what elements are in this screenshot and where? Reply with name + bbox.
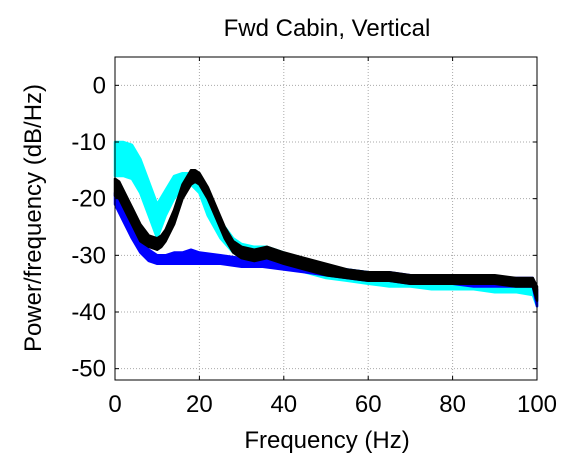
chart-title: Fwd Cabin, Vertical xyxy=(224,15,431,42)
x-tick-labels: 0 20 40 60 80 100 xyxy=(108,391,557,418)
x-tick-label: 20 xyxy=(186,391,213,418)
y-tick-labels: 0 -10 -20 -30 -40 -50 xyxy=(71,72,106,382)
y-axis-label: Power/frequency (dB/Hz) xyxy=(20,84,47,352)
y-tick-label: -40 xyxy=(71,299,106,326)
x-tick-label: 40 xyxy=(270,391,297,418)
y-tick-label: 0 xyxy=(93,72,106,99)
x-axis-label: Frequency (Hz) xyxy=(244,427,409,454)
plot-background xyxy=(115,57,537,380)
x-tick-label: 0 xyxy=(108,391,121,418)
y-tick-label: -30 xyxy=(71,242,106,269)
y-tick-label: -10 xyxy=(71,129,106,156)
x-tick-label: 60 xyxy=(355,391,382,418)
y-tick-label: -20 xyxy=(71,186,106,213)
plot-frame xyxy=(114,56,538,381)
tick-marks xyxy=(114,57,538,380)
grid xyxy=(115,57,537,380)
y-tick-label: -50 xyxy=(71,356,106,383)
x-tick-label: 80 xyxy=(439,391,466,418)
plot-area xyxy=(113,56,539,381)
x-tick-label: 100 xyxy=(517,391,557,418)
